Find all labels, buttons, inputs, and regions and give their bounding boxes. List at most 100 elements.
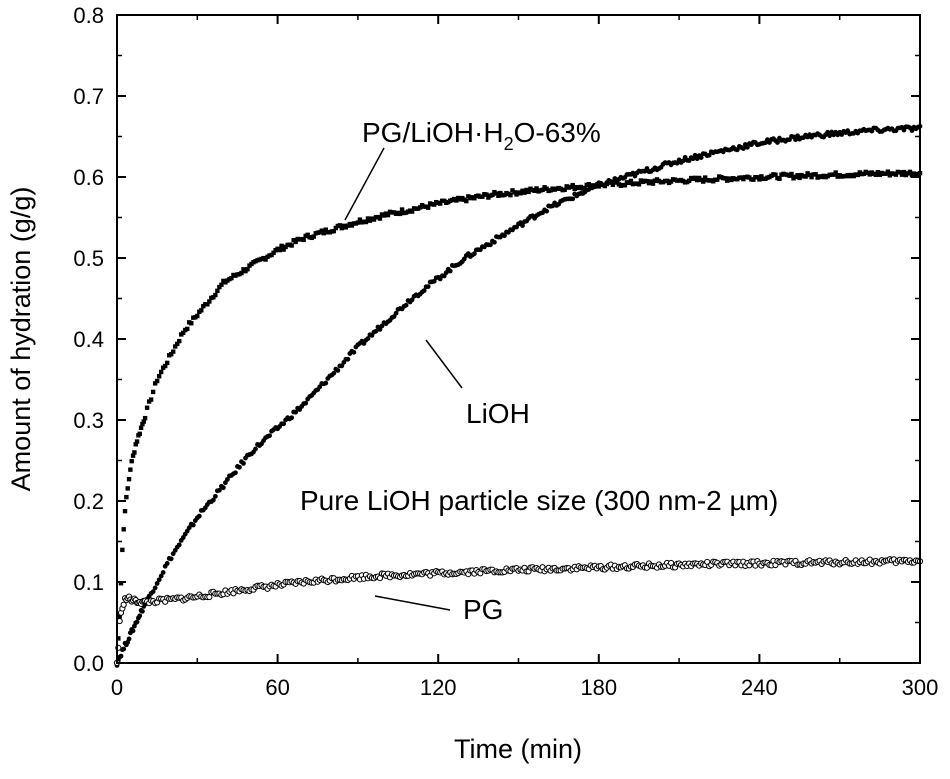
data-point [650, 181, 656, 186]
data-point [431, 202, 437, 207]
data-point [522, 190, 527, 195]
composite-label-subscript: 2 [504, 134, 514, 154]
x-axis-title: Time (min) [454, 734, 582, 764]
data-point [789, 171, 794, 177]
data-point [454, 198, 459, 203]
data-point [508, 192, 513, 198]
data-point [116, 636, 121, 641]
data-point [357, 217, 363, 222]
data-point [484, 192, 489, 197]
data-point [281, 421, 287, 427]
data-point [706, 152, 712, 158]
data-point [586, 181, 591, 187]
x-axis-ticks: 0 60 120 180 240 300 [111, 15, 938, 700]
data-point [121, 646, 127, 652]
data-point [216, 487, 222, 493]
data-point [210, 497, 216, 503]
data-point [702, 175, 708, 180]
x-tick-label: 180 [580, 675, 617, 700]
data-point [570, 182, 575, 188]
data-point [237, 464, 242, 470]
data-point [117, 614, 122, 619]
data-point [534, 186, 539, 191]
data-point [723, 176, 728, 181]
data-point [377, 216, 383, 221]
composite-label: PG/LiOH·H2O-63% [362, 117, 601, 154]
y-tick-label: 0.8 [73, 3, 104, 28]
data-point [301, 237, 306, 243]
data-point [126, 476, 132, 482]
data-point [150, 589, 156, 595]
data-point [622, 183, 628, 188]
data-point [138, 425, 144, 431]
data-point [185, 326, 190, 332]
composite-label-main: PG/LiOH·H [362, 117, 504, 148]
data-point [122, 508, 128, 514]
data-point [281, 247, 286, 252]
data-point [171, 349, 176, 354]
data-point [562, 187, 567, 193]
data-point [215, 288, 220, 294]
data-point [757, 177, 762, 182]
data-point [425, 205, 431, 210]
y-axis-title: Amount of hydration (g/g) [6, 187, 36, 492]
x-tick-label: 300 [902, 675, 939, 700]
data-point [132, 450, 137, 455]
data-point [915, 173, 921, 178]
data-point [176, 542, 182, 548]
data-point [205, 302, 210, 307]
x-tick-label: 60 [265, 675, 289, 700]
data-point [793, 137, 798, 143]
data-point [195, 313, 200, 319]
data-point [498, 190, 503, 196]
data-point [365, 336, 371, 341]
data-point [809, 174, 814, 180]
data-point [385, 212, 391, 218]
data-point [213, 292, 218, 298]
data-point [140, 608, 145, 614]
data-point [267, 433, 272, 439]
data-point [289, 243, 294, 248]
data-point [154, 378, 160, 384]
data-point [740, 146, 746, 151]
data-point [142, 415, 148, 421]
data-point [263, 257, 268, 262]
data-point [668, 179, 674, 184]
series-layer [113, 123, 924, 668]
data-point [137, 431, 142, 437]
data-point [144, 405, 150, 410]
data-point [169, 352, 174, 357]
data-point [526, 189, 531, 195]
data-point [795, 173, 800, 178]
data-point [636, 182, 642, 187]
y-tick-label: 0.4 [73, 327, 104, 352]
data-point [700, 179, 706, 184]
data-point [337, 223, 343, 228]
y-axis-ticks: 0.0 0.1 0.2 0.3 0.4 0.5 0.6 0.7 0.8 [73, 3, 920, 676]
data-point [199, 308, 204, 313]
data-point [351, 349, 357, 355]
y-tick-label: 0.5 [73, 246, 104, 271]
data-point [293, 239, 298, 245]
data-point [377, 326, 383, 332]
data-point [152, 381, 158, 386]
data-point [775, 140, 780, 145]
data-point [130, 628, 136, 634]
data-point [186, 525, 192, 531]
data-point [189, 321, 194, 326]
data-point [335, 368, 341, 373]
data-point [154, 581, 160, 586]
particle-size-note: Pure LiOH particle size (300 nm-2 µm) [300, 485, 778, 516]
data-point [596, 184, 601, 189]
data-point [421, 288, 427, 294]
data-point [715, 177, 720, 182]
data-point [490, 192, 495, 198]
data-point [610, 182, 616, 188]
data-point [148, 397, 154, 402]
data-point [181, 330, 186, 336]
data-point [121, 527, 126, 532]
data-point [162, 363, 168, 369]
data-point [134, 439, 140, 444]
